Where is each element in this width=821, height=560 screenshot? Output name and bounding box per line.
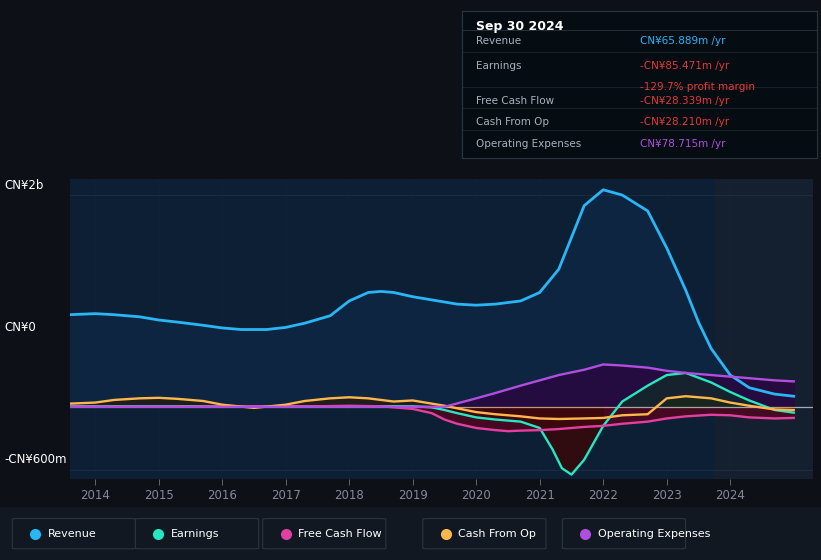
FancyBboxPatch shape	[562, 519, 686, 549]
Text: Cash From Op: Cash From Op	[476, 117, 549, 127]
Text: Free Cash Flow: Free Cash Flow	[298, 529, 382, 539]
Text: -CN¥28.210m /yr: -CN¥28.210m /yr	[640, 117, 729, 127]
Text: Operating Expenses: Operating Expenses	[476, 139, 581, 149]
Text: Cash From Op: Cash From Op	[458, 529, 536, 539]
Text: -CN¥28.339m /yr: -CN¥28.339m /yr	[640, 96, 729, 106]
Text: Revenue: Revenue	[48, 529, 96, 539]
Text: Operating Expenses: Operating Expenses	[598, 529, 710, 539]
Text: -CN¥85.471m /yr: -CN¥85.471m /yr	[640, 61, 729, 71]
Bar	[714, 179, 813, 479]
Text: Revenue: Revenue	[476, 36, 521, 46]
Text: -129.7% profit margin: -129.7% profit margin	[640, 82, 754, 92]
Text: CN¥0: CN¥0	[4, 321, 36, 334]
Text: -CN¥600m: -CN¥600m	[4, 453, 67, 466]
Text: Free Cash Flow: Free Cash Flow	[476, 96, 554, 106]
FancyBboxPatch shape	[12, 519, 135, 549]
Text: Earnings: Earnings	[171, 529, 219, 539]
Text: CN¥2b: CN¥2b	[4, 179, 44, 192]
FancyBboxPatch shape	[263, 519, 386, 549]
Text: CN¥78.715m /yr: CN¥78.715m /yr	[640, 139, 725, 149]
FancyBboxPatch shape	[135, 519, 259, 549]
Text: CN¥65.889m /yr: CN¥65.889m /yr	[640, 36, 725, 46]
FancyBboxPatch shape	[423, 519, 546, 549]
Text: Earnings: Earnings	[476, 61, 522, 71]
Text: Sep 30 2024: Sep 30 2024	[476, 20, 564, 33]
